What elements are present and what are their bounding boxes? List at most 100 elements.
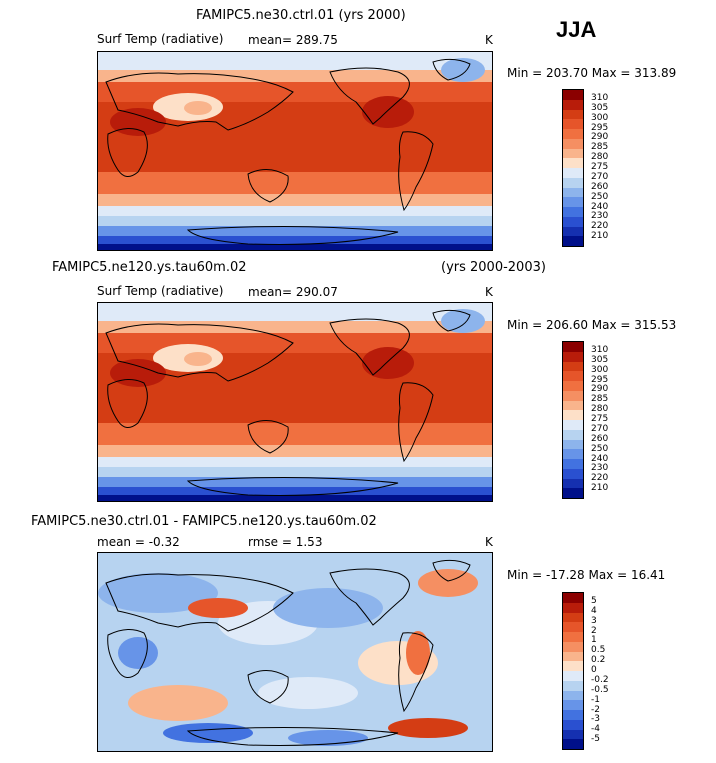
panel2-colorbar-swatch: [563, 351, 583, 362]
panel2-colorbar-swatch: [563, 468, 583, 479]
colorbar-tick-label: 0.2: [591, 655, 606, 666]
panel1-colorbar-swatch: [563, 109, 583, 120]
colorbar-tick-label: -3: [591, 714, 600, 725]
colorbar-tick-label: -4: [591, 724, 600, 735]
panel1-colorbar-swatch: [563, 90, 583, 100]
panel1-colorbar-swatch: [563, 138, 583, 149]
colorbar-tick-label: 240: [591, 201, 609, 212]
colorbar-tick-label: 295: [591, 374, 609, 385]
panel3-rmse: rmse = 1.53: [248, 535, 323, 549]
panel3-colorbar-swatch: [563, 651, 583, 662]
panel3-colorbar: [562, 592, 584, 750]
panel3-colorbar-swatch: [563, 602, 583, 613]
panel3-colorbar-swatch: [563, 622, 583, 632]
colorbar-tick-label: 3: [591, 615, 597, 626]
panel3-map: [97, 552, 493, 752]
panel3-colorbar-swatch: [563, 632, 583, 642]
colorbar-tick-label: -0.5: [591, 684, 609, 695]
colorbar-tick-label: 230: [591, 463, 609, 474]
panel1-variable: Surf Temp (radiative): [97, 32, 224, 46]
panel2-colorbar-swatch: [563, 400, 583, 411]
panel3-colorbar-swatch: [563, 661, 583, 671]
panel2-colorbar-swatch: [563, 488, 583, 498]
panel3-title: FAMIPC5.ne30.ctrl.01 - FAMIPC5.ne120.ys.…: [31, 514, 377, 529]
colorbar-tick-label: 5: [591, 595, 597, 606]
panel2-years: (yrs 2000-2003): [441, 260, 546, 275]
panel3-mean: mean = -0.32: [97, 535, 180, 549]
colorbar-tick-label: 210: [591, 231, 609, 242]
panel1-colorbar-swatch: [563, 197, 583, 207]
panel1-minmax: Min = 203.70 Max = 313.89: [507, 66, 677, 80]
panel2-colorbar-swatch: [563, 390, 583, 401]
panel3-colorbar-swatch: [563, 739, 583, 749]
panel1-colorbar-swatch: [563, 177, 583, 188]
colorbar-tick-label: 250: [591, 443, 609, 454]
panel3-colorbar-swatch: [563, 671, 583, 681]
panel2-colorbar-swatch: [563, 459, 583, 469]
panel1-colorbar: [562, 89, 584, 247]
panel3-colorbar-swatch: [563, 700, 583, 710]
panel1-map: [97, 51, 493, 251]
panel3-colorbar-swatch: [563, 680, 583, 691]
colorbar-tick-label: 300: [591, 112, 609, 123]
colorbar-tick-label: 275: [591, 162, 609, 172]
colorbar-tick-label: 305: [591, 102, 609, 113]
panel1-colorbar-swatch: [563, 168, 583, 178]
panel2-colorbar: [562, 341, 584, 499]
colorbar-tick-label: 280: [591, 404, 609, 415]
colorbar-tick-label: 290: [591, 132, 609, 143]
panel3-minmax: Min = -17.28 Max = 16.41: [507, 568, 666, 582]
colorbar-tick-label: 280: [591, 152, 609, 163]
panel1-colorbar-swatch: [563, 226, 583, 237]
panel3-colorbar-swatch: [563, 641, 583, 652]
panel2-colorbar-swatch: [563, 371, 583, 381]
panel3-units: K: [485, 535, 493, 549]
colorbar-tick-label: -2: [591, 704, 600, 715]
panel2-colorbar-swatch: [563, 449, 583, 459]
colorbar-tick-label: 275: [591, 414, 609, 424]
panel1-colorbar-swatch: [563, 129, 583, 139]
colorbar-tick-label: 305: [591, 354, 609, 365]
panel1-colorbar-swatch: [563, 99, 583, 110]
panel1-colorbar-swatch: [563, 187, 583, 198]
panel2-units: K: [485, 285, 493, 299]
panel2-colorbar-swatch: [563, 420, 583, 430]
panel2-colorbar-swatch: [563, 439, 583, 450]
colorbar-tick-label: 310: [591, 92, 609, 103]
colorbar-tick-label: 260: [591, 433, 609, 444]
colorbar-tick-label: -0.2: [591, 674, 609, 685]
panel2-variable: Surf Temp (radiative): [97, 284, 224, 298]
panel1-title: FAMIPC5.ne30.ctrl.01 (yrs 2000): [196, 8, 406, 23]
panel1-colorbar-swatch: [563, 207, 583, 217]
panel3-colorbar-swatch: [563, 710, 583, 720]
panel2-colorbar-swatch: [563, 361, 583, 372]
colorbar-tick-label: 285: [591, 142, 609, 153]
colorbar-tick-label: 270: [591, 423, 609, 434]
panel2-colorbar-swatch: [563, 429, 583, 440]
colorbar-tick-label: 230: [591, 211, 609, 222]
colorbar-tick-label: 240: [591, 453, 609, 464]
panel2-colorbar-swatch: [563, 342, 583, 352]
colorbar-tick-label: 0: [591, 665, 597, 675]
panel1-colorbar-swatch: [563, 119, 583, 129]
panel2-colorbar-swatch: [563, 478, 583, 489]
colorbar-tick-label: 250: [591, 191, 609, 202]
colorbar-tick-label: 2: [591, 625, 597, 636]
season-label: JJA: [556, 17, 597, 42]
panel3-colorbar-swatch: [563, 612, 583, 623]
colorbar-tick-label: 285: [591, 394, 609, 405]
colorbar-tick-label: 260: [591, 181, 609, 192]
panel2-colorbar-swatch: [563, 381, 583, 391]
colorbar-tick-label: 0.5: [591, 645, 606, 656]
panel1-units: K: [485, 33, 493, 47]
colorbar-tick-label: -1: [591, 694, 600, 705]
colorbar-tick-label: 310: [591, 344, 609, 355]
colorbar-tick-label: -5: [591, 734, 600, 745]
panel1-mean: mean= 289.75: [248, 33, 338, 47]
panel3-colorbar-swatch: [563, 729, 583, 740]
panel3-colorbar-swatch: [563, 690, 583, 701]
colorbar-tick-label: 4: [591, 605, 597, 616]
panel2-mean: mean= 290.07: [248, 285, 338, 299]
panel2-minmax: Min = 206.60 Max = 315.53: [507, 318, 677, 332]
colorbar-tick-label: 220: [591, 473, 609, 484]
